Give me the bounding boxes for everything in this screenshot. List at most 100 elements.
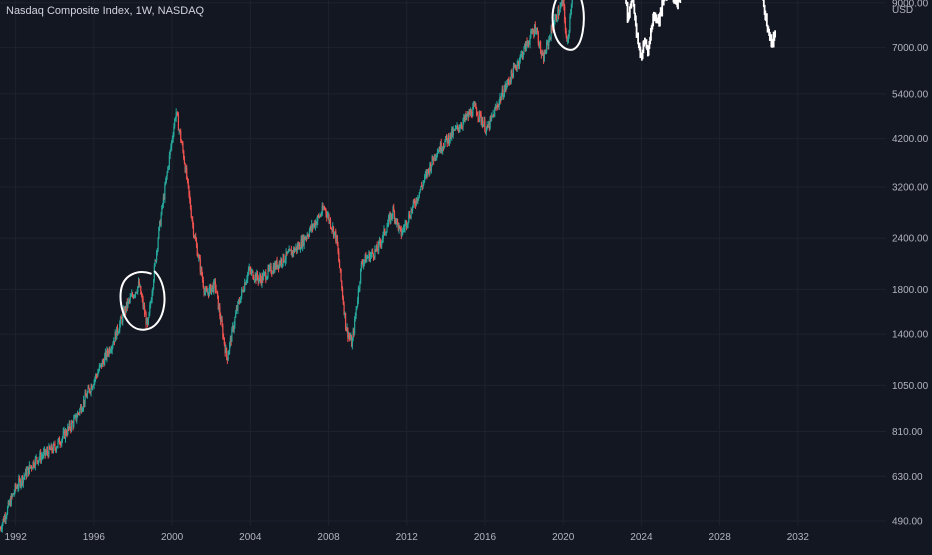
candle-body: [257, 277, 259, 282]
candle-body: [290, 249, 292, 256]
candle-body: [252, 270, 254, 279]
candle-body: [253, 278, 255, 280]
candle-body: [199, 258, 201, 272]
candle-body: [509, 80, 512, 82]
candle-body: [491, 115, 493, 119]
candle-body: [76, 412, 79, 418]
candle-body: [371, 250, 373, 254]
candle-body: [122, 313, 124, 323]
price-axis[interactable]: 490.00 630.00 810.00 1050.00 1400.00 1800.00 2…: [887, 0, 932, 528]
candle-body: [210, 284, 212, 294]
circle-annotation-2000: [119, 270, 166, 331]
candle-body: [318, 216, 320, 218]
candle-body: [515, 67, 518, 69]
candle-body: [249, 267, 251, 271]
candle-body: [197, 255, 199, 258]
candle-body: [236, 308, 238, 310]
candle-body: [390, 213, 392, 223]
candle-body: [450, 132, 452, 138]
candle-body: [345, 327, 347, 332]
candle-body: [176, 111, 178, 113]
candle-body: [216, 291, 219, 296]
candle-body: [412, 200, 414, 206]
candle-body: [61, 437, 64, 440]
candle-body: [5, 516, 7, 520]
candle-body: [421, 185, 423, 187]
candle-body: [150, 300, 152, 303]
candle-body: [368, 252, 370, 258]
candle-body: [384, 233, 387, 235]
candle-body: [330, 227, 332, 229]
candle-body: [432, 156, 434, 160]
candle-body: [347, 327, 349, 338]
candle-body: [195, 241, 198, 246]
candle-body: [457, 125, 459, 128]
candle-body: [344, 312, 347, 328]
candle-body: [265, 278, 268, 280]
x-tick-label: 2032: [787, 532, 810, 543]
candle-body: [62, 431, 64, 438]
candle-body: [243, 290, 245, 292]
candle-body: [388, 215, 390, 218]
candle-body: [407, 222, 409, 225]
candle-body: [218, 306, 220, 310]
candle-body: [341, 280, 343, 289]
candle-body: [478, 111, 481, 119]
candle-body: [378, 240, 381, 242]
candle-body: [563, 0, 565, 7]
candle-body: [365, 254, 367, 263]
candle-body: [267, 267, 269, 277]
candle-body: [75, 414, 77, 421]
candle-body: [466, 115, 468, 118]
candle-body: [434, 154, 436, 158]
candle-body: [571, 0, 573, 4]
candle-body: [564, 19, 567, 31]
candle-body: [95, 374, 97, 379]
candle-body: [417, 198, 419, 202]
candle-body: [32, 461, 34, 469]
candle-body: [168, 155, 170, 167]
candle-body: [247, 269, 250, 273]
candle-body: [27, 467, 29, 470]
candle-body: [208, 287, 210, 296]
candle-body: [392, 207, 394, 217]
candle-body: [419, 189, 421, 193]
candle-body: [398, 225, 400, 231]
candle-body: [500, 95, 503, 101]
candle-body: [376, 245, 378, 251]
candle-body: [226, 348, 228, 358]
candle-body: [46, 450, 48, 453]
candle-body: [172, 135, 174, 139]
candle-body: [293, 248, 295, 252]
projection-bar: [628, 6, 631, 18]
candle-body: [47, 452, 49, 457]
projection-bar: [631, 0, 633, 3]
x-tick-label: 1996: [83, 532, 106, 543]
candle-body: [103, 361, 105, 366]
candle-body: [317, 215, 320, 217]
candle-body: [88, 387, 90, 389]
time-axis[interactable]: 1992 1996 2000 2004 2008 2012 2016 2020 2024 2028…: [5, 532, 810, 543]
candle-body: [175, 112, 177, 119]
candle-body: [447, 135, 449, 144]
candle-body: [286, 251, 288, 254]
candle-body: [94, 378, 96, 381]
candle-body: [273, 266, 275, 273]
x-tick-label: 1992: [5, 532, 28, 543]
candle-body: [6, 514, 8, 517]
candle-body: [511, 70, 513, 74]
candle-body: [222, 326, 224, 338]
candle-body: [362, 262, 364, 266]
candle-body: [280, 259, 282, 265]
candle-body: [129, 296, 131, 301]
candle-body: [411, 209, 413, 211]
candle-body: [451, 129, 454, 136]
candle-body: [119, 317, 122, 324]
candle-body: [204, 291, 206, 293]
candle-body: [420, 185, 422, 190]
candle-body: [73, 418, 75, 427]
candle-body: [232, 326, 234, 329]
candle-body: [449, 132, 451, 141]
